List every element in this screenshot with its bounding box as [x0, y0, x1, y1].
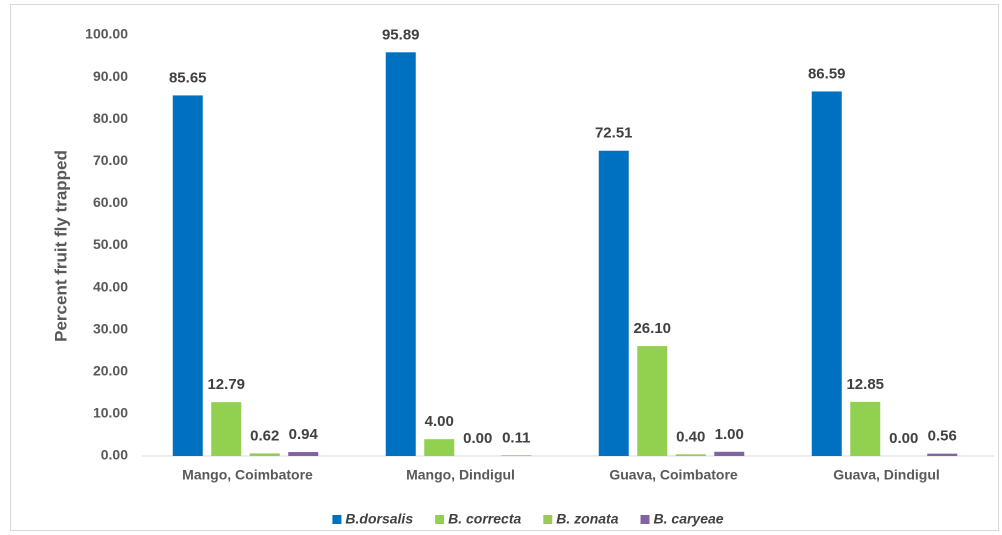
value-label: 26.10: [633, 320, 671, 337]
value-label: 12.85: [846, 376, 884, 393]
x-tick-label: Guava, Coimbatore: [609, 467, 738, 483]
chart-frame: [10, 4, 999, 531]
value-label: 12.79: [207, 376, 245, 393]
y-tick-label: 100.00: [85, 26, 128, 42]
bar: [424, 439, 455, 456]
legend-swatch: [640, 515, 650, 524]
value-label: 95.89: [382, 26, 420, 43]
y-tick-label: 10.00: [93, 405, 128, 421]
bar: [172, 95, 203, 456]
value-label: 0.40: [676, 428, 705, 445]
y-tick-label: 0.00: [101, 447, 128, 463]
value-label: 72.51: [595, 125, 633, 142]
y-axis-title: Percent fruit fly trapped: [51, 150, 70, 342]
bar: [637, 346, 668, 456]
value-label: 86.59: [808, 65, 846, 82]
value-label: 1.00: [715, 426, 744, 443]
bar: [714, 451, 745, 456]
legend-swatch: [543, 515, 553, 524]
bar: [385, 52, 416, 456]
x-tick-label: Mango, Coimbatore: [182, 467, 313, 483]
legend-label: B. caryeae: [654, 511, 724, 527]
legend-label: B.dorsalis: [345, 511, 413, 527]
value-label: 0.00: [463, 430, 492, 447]
bar: [598, 150, 629, 456]
y-tick-label: 80.00: [93, 110, 128, 126]
value-label: 4.00: [425, 413, 454, 430]
value-label: 0.94: [289, 426, 319, 443]
legend-label: B. correcta: [448, 511, 521, 527]
bar: [811, 91, 842, 456]
x-tick-label: Mango, Dindigul: [406, 467, 515, 483]
x-tick-label: Guava, Dindigul: [833, 467, 940, 483]
bar: [850, 401, 881, 456]
bar: [675, 454, 706, 456]
y-tick-label: 70.00: [93, 152, 128, 168]
legend-swatch: [332, 515, 342, 524]
y-tick-label: 50.00: [93, 236, 128, 252]
y-tick-label: 20.00: [93, 363, 128, 379]
value-label: 85.65: [169, 69, 207, 86]
value-label: 0.62: [250, 427, 279, 444]
bar: [249, 453, 280, 456]
y-tick-label: 40.00: [93, 278, 128, 294]
legend-label: B. zonata: [556, 511, 618, 527]
y-tick-label: 60.00: [93, 194, 128, 210]
value-label: 0.56: [928, 428, 957, 445]
bar: [927, 453, 958, 456]
bar: [211, 402, 242, 456]
value-label: 0.11: [502, 430, 530, 447]
y-tick-label: 90.00: [93, 68, 128, 84]
bar: [288, 452, 319, 456]
value-label: 0.00: [889, 430, 918, 447]
y-tick-label: 30.00: [93, 320, 128, 336]
legend-swatch: [435, 515, 445, 524]
